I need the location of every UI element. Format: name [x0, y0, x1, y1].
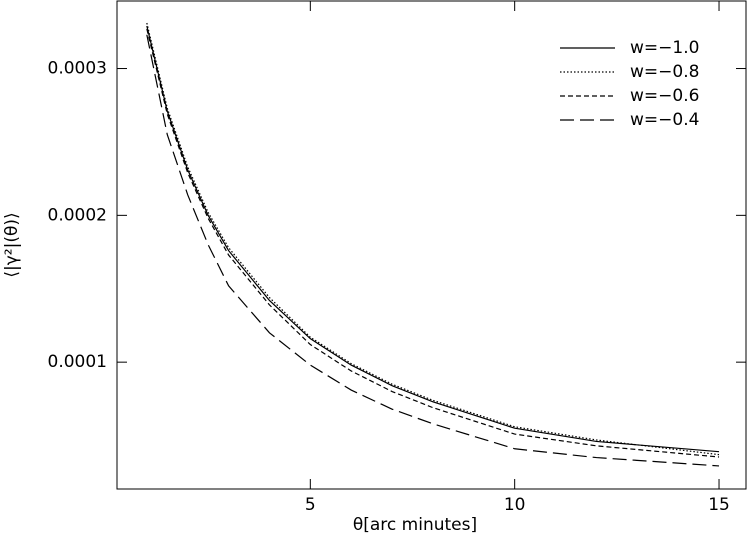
legend-label: w=−1.0: [630, 38, 699, 58]
y-tick-label: 0.0003: [48, 59, 107, 79]
x-tick-label: 15: [708, 495, 730, 515]
x-tick-label: 5: [305, 495, 316, 515]
y-tick-label: 0.0002: [48, 205, 107, 225]
x-tick-label: 10: [504, 495, 526, 515]
legend-label: w=−0.6: [630, 86, 699, 106]
legend-label: w=−0.8: [630, 62, 699, 82]
legend-label: w=−0.4: [630, 110, 699, 130]
x-axis-label: θ[arc minutes]: [353, 515, 477, 535]
series-line: [146, 34, 720, 467]
series-line: [146, 28, 720, 458]
series-line: [146, 25, 720, 453]
series-line: [146, 22, 720, 456]
y-tick-label: 0.0001: [48, 352, 107, 372]
y-axis-label: ⟨|γ²|(θ)⟩: [2, 212, 22, 277]
plot-frame: [116, 0, 747, 490]
